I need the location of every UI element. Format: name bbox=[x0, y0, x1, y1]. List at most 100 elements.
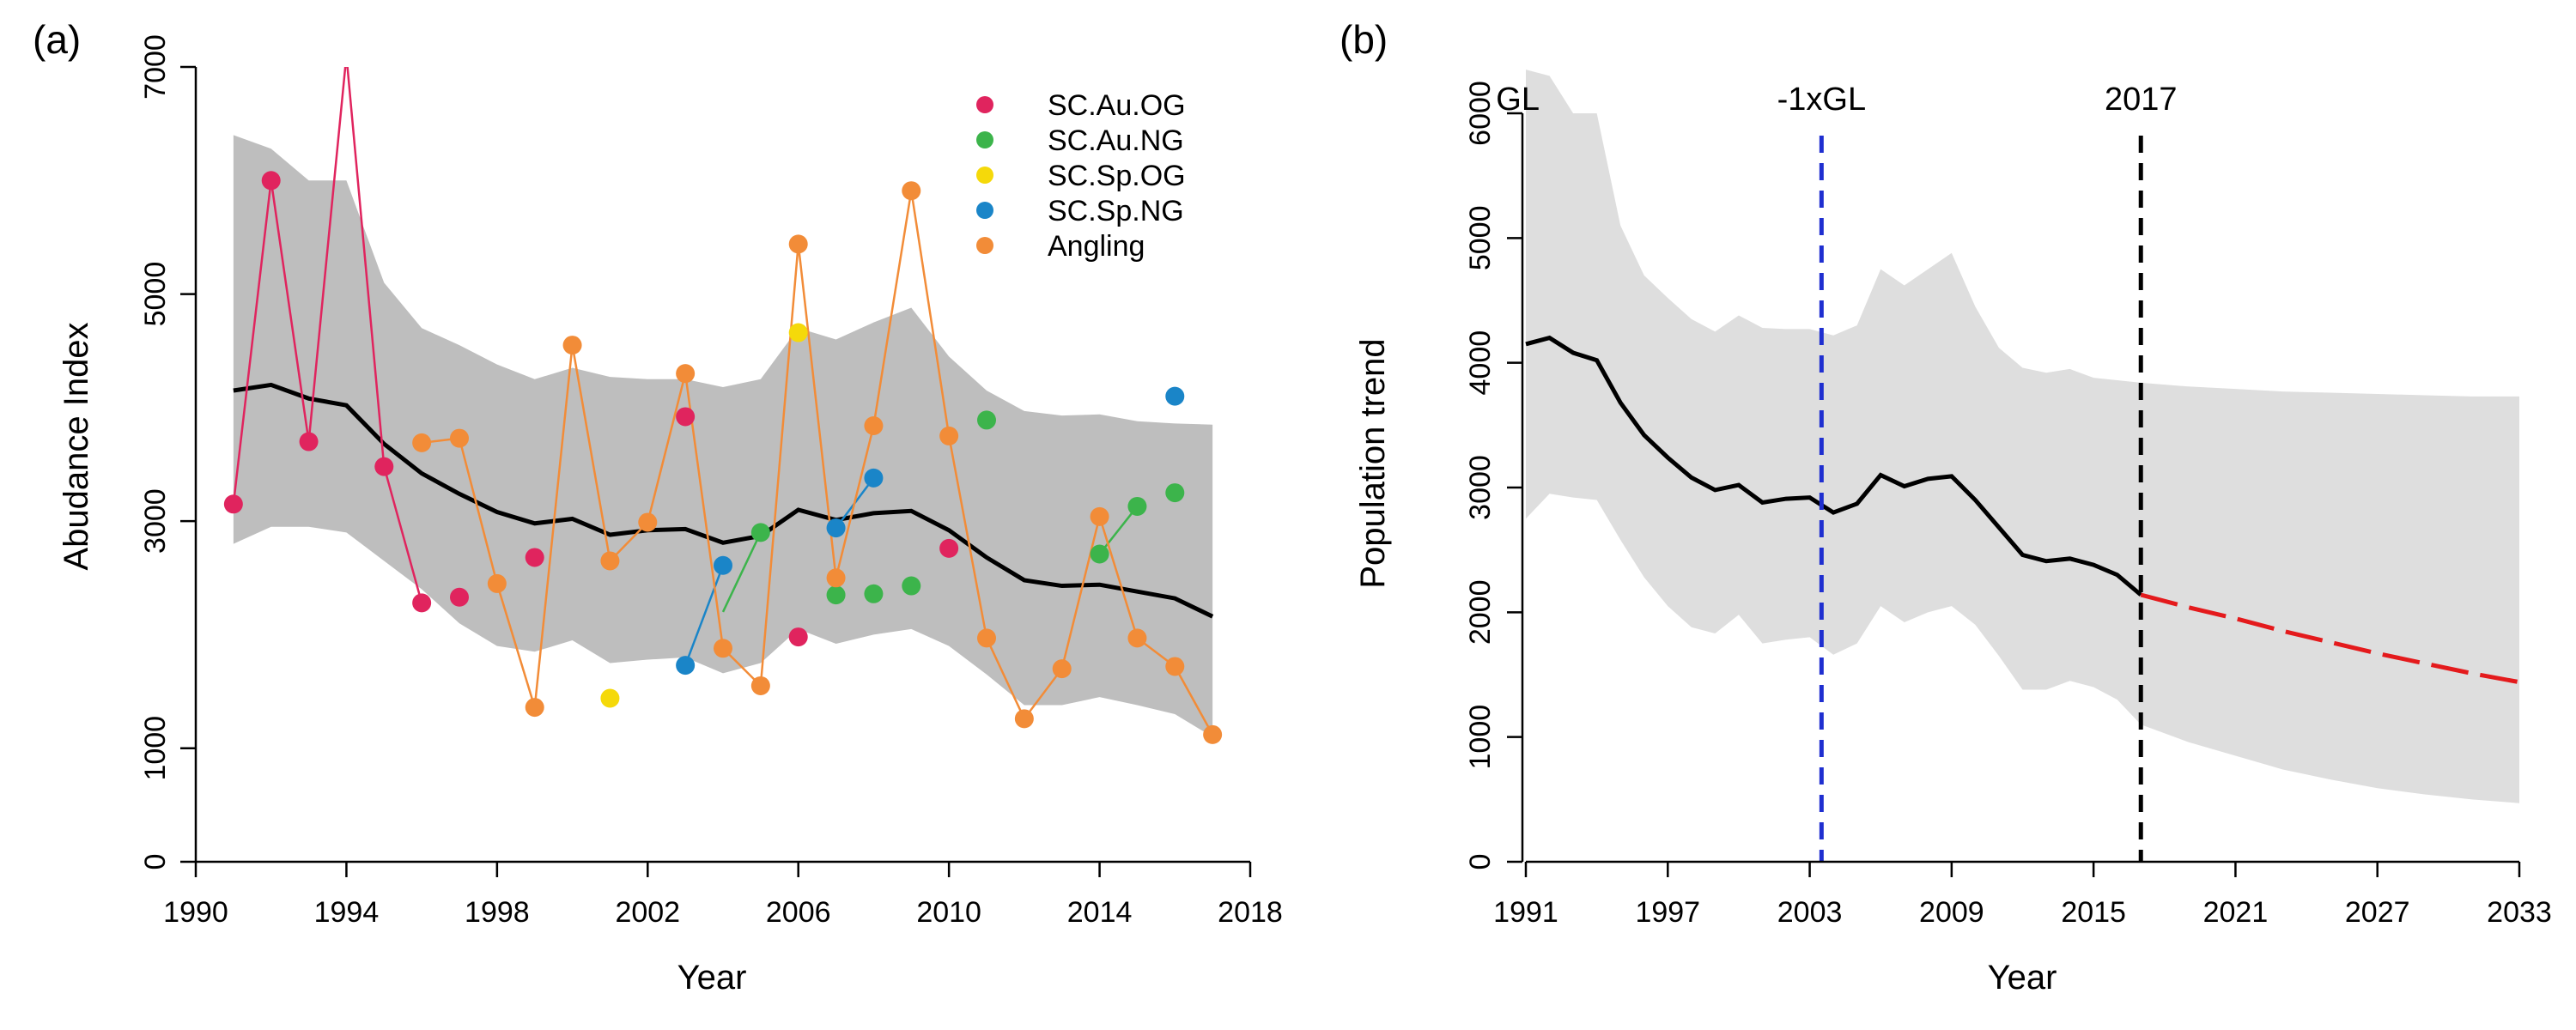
x-tick-label: 2021 bbox=[2203, 896, 2269, 929]
y-tick-label: 5000 bbox=[139, 262, 172, 327]
data-point bbox=[1052, 659, 1072, 679]
series-line bbox=[683, 565, 725, 666]
x-tick-label: 2014 bbox=[1067, 896, 1133, 929]
data-point bbox=[1127, 628, 1147, 648]
annotation-label: -1xGL bbox=[1777, 82, 1866, 118]
x-tick-label: 2003 bbox=[1777, 896, 1843, 929]
series-points bbox=[223, 46, 1223, 744]
data-point bbox=[788, 234, 808, 254]
data-point bbox=[525, 548, 544, 567]
legend-marker bbox=[976, 131, 993, 148]
series-line bbox=[2140, 592, 2520, 685]
x-tick-label: 2002 bbox=[615, 896, 680, 929]
y-tick-label: 1000 bbox=[139, 716, 172, 781]
annotation-label: GL bbox=[1496, 82, 1540, 118]
data-point bbox=[450, 587, 469, 607]
data-point bbox=[788, 627, 808, 647]
data-point bbox=[600, 688, 620, 708]
data-point bbox=[676, 364, 696, 384]
x-tick-label: 2033 bbox=[2487, 896, 2552, 929]
y-tick-label: 7000 bbox=[139, 34, 172, 100]
data-point bbox=[977, 628, 996, 648]
data-point bbox=[223, 494, 243, 514]
data-point bbox=[562, 336, 582, 355]
data-point bbox=[374, 457, 394, 476]
x-tick-label: 1998 bbox=[465, 896, 530, 929]
data-point bbox=[864, 468, 884, 488]
data-point bbox=[1014, 709, 1034, 729]
data-point bbox=[525, 698, 544, 718]
data-point bbox=[1165, 657, 1185, 676]
reference-lines bbox=[1819, 136, 2143, 862]
legend-marker bbox=[976, 202, 993, 219]
axes: 1991 1997 2003 2009 2015 2021 2027 2033 0 1000 200… bbox=[1464, 81, 2552, 929]
data-point bbox=[299, 432, 319, 451]
x-tick-label: 2009 bbox=[1919, 896, 1984, 929]
band-area bbox=[1526, 70, 2519, 803]
x-tick-label: 2015 bbox=[2061, 896, 2126, 929]
axes: 1990 1994 1998 2002 2006 2010 2014 2018 0 1000 300… bbox=[139, 34, 1283, 929]
x-tick-label: 1994 bbox=[314, 896, 380, 929]
x-tick-label: 1997 bbox=[1635, 896, 1700, 929]
data-point bbox=[1203, 724, 1223, 744]
x-axis-label: Year bbox=[1988, 959, 2057, 997]
x-tick-label: 2006 bbox=[766, 896, 831, 929]
y-axis-label: Population trend bbox=[1354, 338, 1392, 588]
data-point bbox=[750, 523, 770, 542]
data-point bbox=[676, 407, 696, 427]
trend-lines bbox=[1525, 335, 2520, 685]
confidence-band bbox=[1526, 70, 2519, 803]
x-tick-label: 2010 bbox=[916, 896, 981, 929]
legend-label: Angling bbox=[1048, 230, 1145, 263]
series-line bbox=[1525, 335, 2142, 597]
data-point bbox=[714, 639, 732, 658]
data-point bbox=[337, 46, 355, 65]
y-tick-label: 0 bbox=[1464, 854, 1497, 870]
data-point bbox=[1090, 506, 1109, 526]
data-point bbox=[1127, 496, 1147, 516]
legend-label: SC.Au.OG bbox=[1048, 89, 1186, 122]
legend-marker bbox=[976, 237, 993, 254]
data-point bbox=[826, 568, 846, 588]
data-point bbox=[864, 584, 884, 603]
x-axis-label: Year bbox=[677, 959, 747, 997]
annotations: GL -1xGL 2017 bbox=[1496, 82, 2177, 118]
legend-label: SC.Sp.NG bbox=[1048, 195, 1184, 227]
trend-line-path bbox=[233, 382, 1214, 619]
series-line bbox=[232, 67, 423, 603]
data-point bbox=[826, 585, 846, 605]
data-point bbox=[638, 512, 658, 532]
data-point bbox=[939, 426, 959, 445]
series-line bbox=[721, 531, 762, 613]
y-tick-label: 2000 bbox=[1464, 580, 1497, 645]
data-point bbox=[450, 428, 469, 448]
trend-line bbox=[233, 382, 1214, 619]
band-area bbox=[233, 135, 1213, 737]
data-point bbox=[1165, 386, 1185, 406]
data-point bbox=[676, 656, 696, 676]
data-point bbox=[412, 433, 432, 452]
x-tick-label: 2018 bbox=[1218, 896, 1283, 929]
y-tick-label: 5000 bbox=[1464, 206, 1497, 271]
y-tick-label: 6000 bbox=[1464, 81, 1497, 146]
data-point bbox=[902, 181, 921, 201]
y-axis-label: Abudance Index bbox=[58, 322, 95, 570]
y-tick-label: 3000 bbox=[1464, 455, 1497, 520]
y-tick-label: 1000 bbox=[1464, 705, 1497, 770]
y-tick-label: 4000 bbox=[1464, 330, 1497, 396]
panel-a: (a) 1990 1994 1998 2002 2006 2010 2014 2018 0 100… bbox=[33, 17, 1283, 997]
series-line bbox=[421, 190, 1214, 736]
legend-label: SC.Sp.OG bbox=[1048, 160, 1186, 192]
data-point bbox=[864, 416, 884, 436]
x-tick-label: 2027 bbox=[2345, 896, 2410, 929]
annotation-label: 2017 bbox=[2105, 82, 2178, 118]
y-tick-label: 0 bbox=[139, 854, 172, 870]
y-tick-label: 3000 bbox=[139, 488, 172, 554]
series-line bbox=[1098, 506, 1139, 555]
confidence-band bbox=[233, 135, 1213, 737]
panel-a-label: (a) bbox=[33, 17, 81, 62]
panel-b-label: (b) bbox=[1340, 17, 1388, 62]
data-point bbox=[487, 573, 507, 593]
panel-b: (b) GL -1xGL 2017 1991 1997 2003 2009 2015 2021… bbox=[1340, 17, 2552, 997]
